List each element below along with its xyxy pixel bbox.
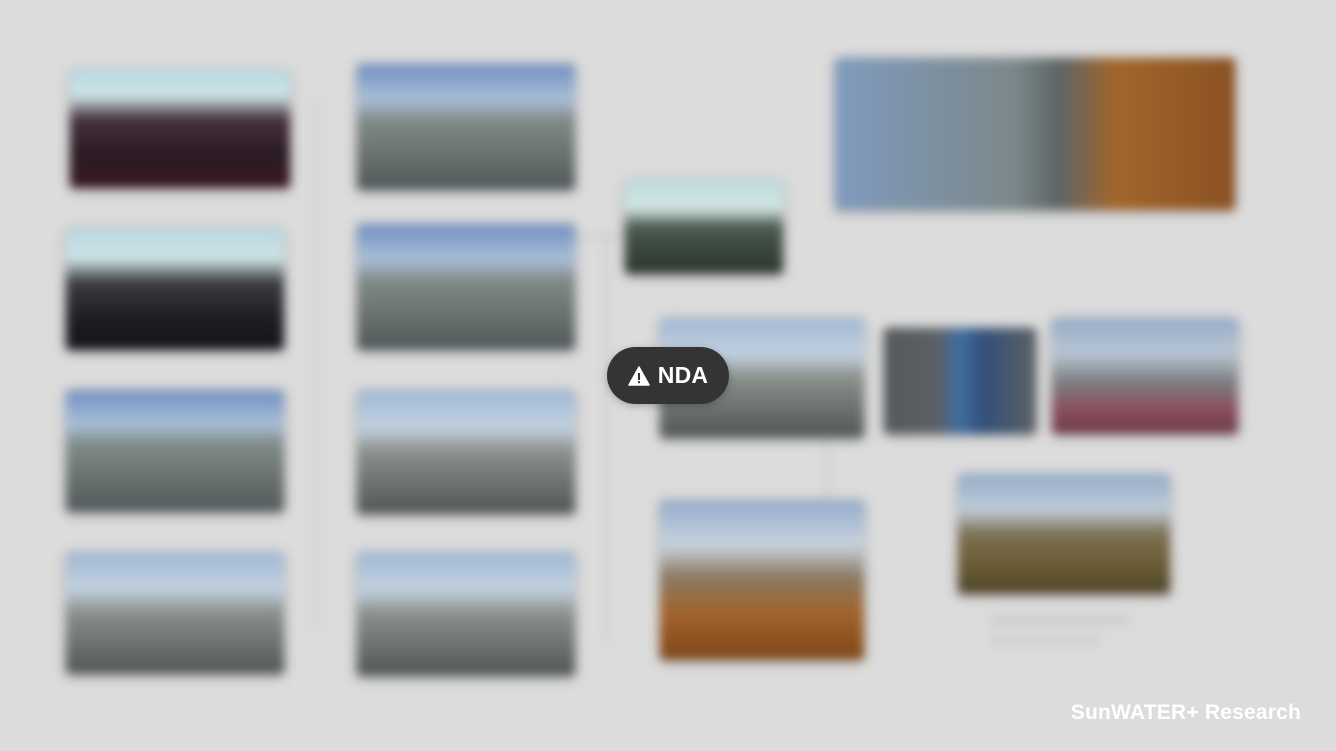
connector-line: [605, 230, 608, 640]
photo-thumbnail: [660, 500, 864, 660]
brand-watermark: SunWATER+ Research: [1070, 701, 1301, 724]
connector-line: [315, 100, 318, 630]
photo-thumbnail: [357, 390, 575, 514]
photo-thumbnail: [66, 390, 284, 512]
photo-thumbnail: [357, 552, 575, 676]
caption-placeholder: [990, 615, 1130, 625]
photo-thumbnail: [357, 224, 575, 350]
photo-thumbnail: [958, 474, 1170, 594]
photo-thumbnail: [66, 228, 284, 350]
nda-badge: NDA: [607, 347, 729, 404]
caption-placeholder: [990, 635, 1100, 645]
warning-triangle-icon: [628, 365, 650, 386]
photo-thumbnail: [835, 58, 1235, 210]
photo-thumbnail: [66, 552, 284, 674]
photo-thumbnail: [1052, 318, 1238, 434]
connector-line: [825, 440, 828, 500]
photo-thumbnail: [70, 70, 290, 188]
nda-badge-label: NDA: [657, 362, 709, 388]
photo-thumbnail: [625, 180, 783, 274]
photo-thumbnail: [357, 64, 575, 190]
connector-line: [575, 235, 625, 238]
photo-thumbnail: [884, 328, 1036, 434]
